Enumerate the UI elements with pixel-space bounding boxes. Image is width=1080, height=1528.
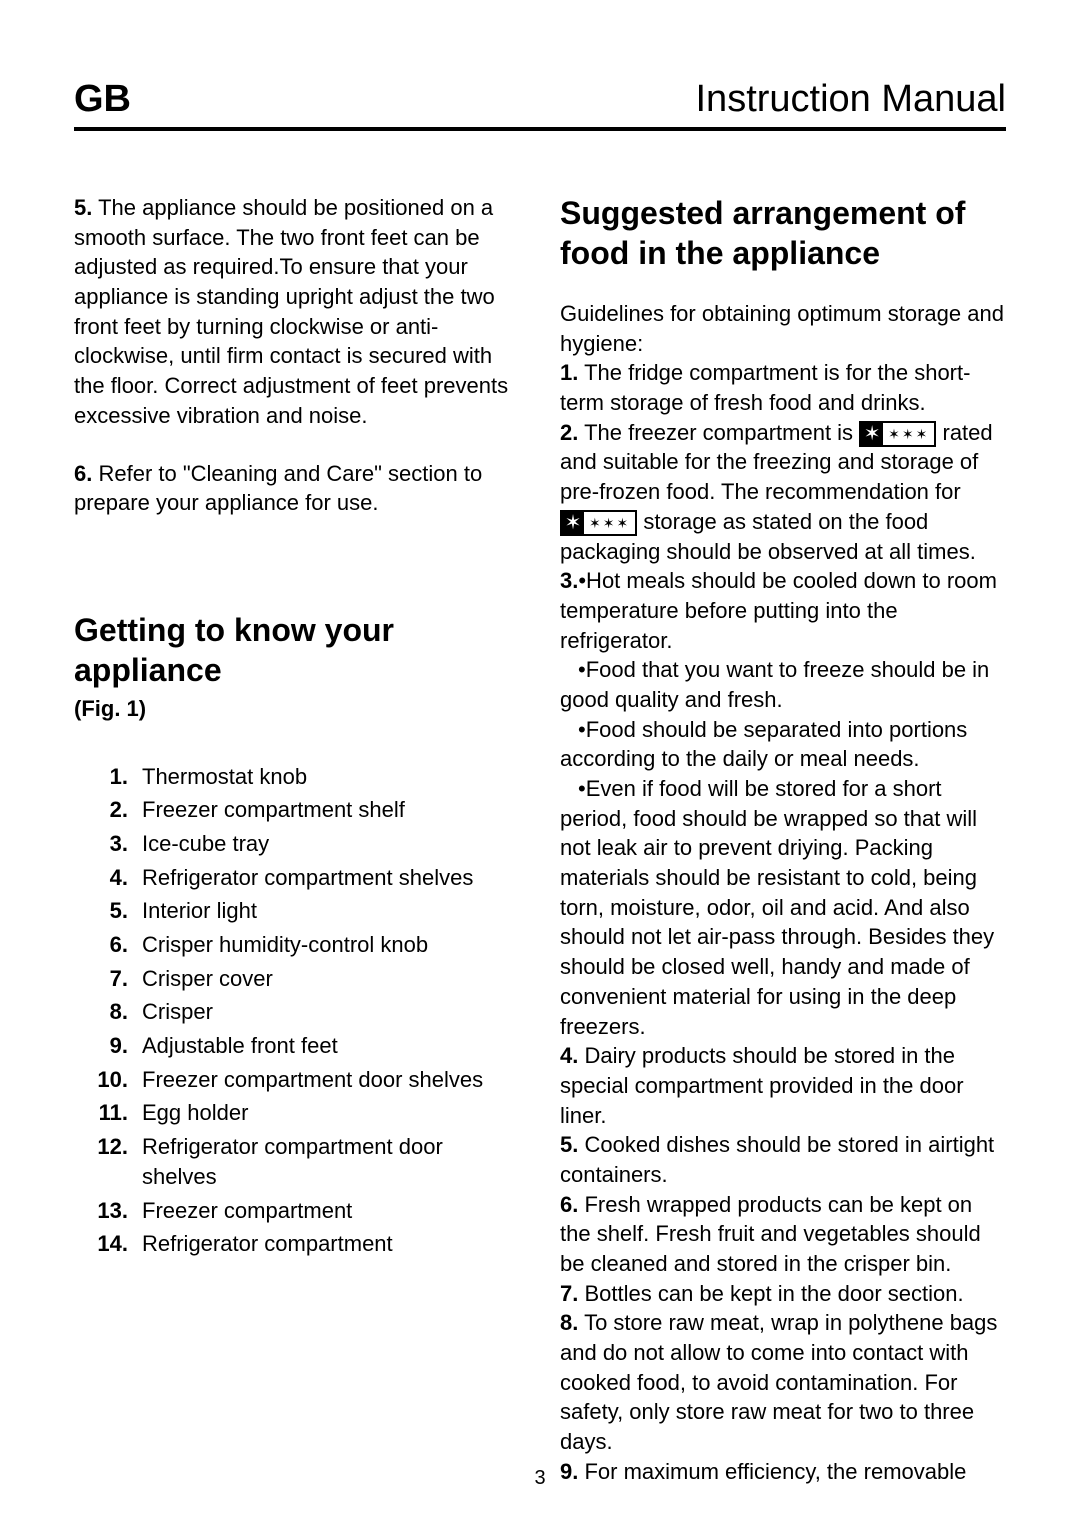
star-big-icon: ✶ [861, 423, 883, 445]
item-number: 12. [94, 1132, 128, 1191]
item-text: Crisper [142, 997, 213, 1027]
guidelines-intro: Guidelines for obtaining optimum storage… [560, 299, 1006, 358]
guideline-3d: •Even if food will be stored for a short… [560, 774, 1006, 1041]
para-number: 7. [560, 1281, 578, 1306]
para-number: 2. [560, 420, 578, 445]
paragraph-5: 5. The appliance should be positioned on… [74, 193, 520, 431]
page-container: GB Instruction Manual 5. The appliance s… [0, 0, 1080, 1487]
para-number: 1. [560, 360, 578, 385]
list-item: 4. Refrigerator compartment shelves [94, 863, 520, 893]
item-text: Crisper cover [142, 964, 273, 994]
item-number: 11. [94, 1098, 128, 1128]
list-item: 3. Ice-cube tray [94, 829, 520, 859]
para-text: Refer to "Cleaning and Care" section to … [74, 461, 482, 516]
para-text: Dairy products should be stored in the s… [560, 1043, 964, 1127]
item-text: Refrigerator compartment [142, 1229, 393, 1259]
item-number: 7. [94, 964, 128, 994]
para-number: 6. [74, 461, 92, 486]
guideline-3c: •Food should be separated into portions … [560, 715, 1006, 774]
item-text: Crisper humidity-control knob [142, 930, 428, 960]
para-text: Fresh wrapped products can be kept on th… [560, 1192, 981, 1276]
item-number: 13. [94, 1196, 128, 1226]
header-title: Instruction Manual [696, 78, 1007, 121]
page-header: GB Instruction Manual [74, 78, 1006, 131]
item-number: 8. [94, 997, 128, 1027]
star-small-icon: ✶✶✶ [883, 423, 934, 445]
item-text: Ice-cube tray [142, 829, 269, 859]
guideline-2: 2. The freezer compartment is ✶✶✶✶ rated… [560, 418, 1006, 566]
item-text: Thermostat knob [142, 762, 307, 792]
guideline-7: 7. Bottles can be kept in the door secti… [560, 1279, 1006, 1309]
guideline-6: 6. Fresh wrapped products can be kept on… [560, 1190, 1006, 1279]
parts-list: 1. Thermostat knob 2. Freezer compartment … [74, 762, 520, 1259]
para-number: 4. [560, 1043, 578, 1068]
item-text: Freezer compartment shelf [142, 795, 405, 825]
list-item: 10. Freezer compartment door shelves [94, 1065, 520, 1095]
list-item: 5. Interior light [94, 896, 520, 926]
item-number: 2. [94, 795, 128, 825]
item-text: Freezer compartment door shelves [142, 1065, 483, 1095]
item-text: Egg holder [142, 1098, 248, 1128]
content-columns: 5. The appliance should be positioned on… [74, 193, 1006, 1487]
list-item: 13. Freezer compartment [94, 1196, 520, 1226]
para-number: 8. [560, 1310, 578, 1335]
star-small-icon: ✶✶✶ [584, 512, 635, 534]
para-text: The appliance should be positioned on a … [74, 195, 508, 428]
item-number: 9. [94, 1031, 128, 1061]
guideline-1: 1. The fridge compartment is for the sho… [560, 358, 1006, 417]
section-title-getting-to-know: Getting to know your appliance [74, 610, 520, 690]
list-item: 11. Egg holder [94, 1098, 520, 1128]
paragraph-6: 6. Refer to "Cleaning and Care" section … [74, 459, 520, 518]
guideline-4: 4. Dairy products should be stored in th… [560, 1041, 1006, 1130]
list-item: 8. Crisper [94, 997, 520, 1027]
guideline-5: 5. Cooked dishes should be stored in air… [560, 1130, 1006, 1189]
star-rating-icon: ✶✶✶✶ [859, 421, 936, 447]
item-text: Interior light [142, 896, 257, 926]
item-number: 6. [94, 930, 128, 960]
guideline-8: 8. To store raw meat, wrap in polythene … [560, 1308, 1006, 1456]
figure-reference: (Fig. 1) [74, 694, 520, 724]
item-number: 3. [94, 829, 128, 859]
bullet-c: •Food should be separated into portions … [560, 717, 967, 772]
star-big-icon: ✶ [562, 512, 584, 534]
page-number: 3 [0, 1467, 1080, 1490]
star-rating-icon: ✶✶✶✶ [560, 510, 637, 536]
right-column: Suggested arrangement of food in the app… [560, 193, 1006, 1487]
para-text-a: The freezer compartment is [578, 420, 859, 445]
para-number: 6. [560, 1192, 578, 1217]
item-number: 5. [94, 896, 128, 926]
bullet-d: •Even if food will be stored for a short… [560, 776, 994, 1039]
bullet-a: •Hot meals should be cooled down to room… [560, 568, 997, 652]
item-text: Freezer compartment [142, 1196, 352, 1226]
list-item: 12. Refrigerator compartment door shelves [94, 1132, 520, 1191]
list-item: 1. Thermostat knob [94, 762, 520, 792]
left-column: 5. The appliance should be positioned on… [74, 193, 520, 1487]
header-region: GB [74, 78, 131, 121]
guideline-3b: •Food that you want to freeze should be … [560, 655, 1006, 714]
para-number: 5. [560, 1132, 578, 1157]
list-item: 14. Refrigerator compartment [94, 1229, 520, 1259]
bullet-b: •Food that you want to freeze should be … [560, 657, 989, 712]
item-number: 10. [94, 1065, 128, 1095]
list-item: 7. Crisper cover [94, 964, 520, 994]
para-text: Bottles can be kept in the door section. [578, 1281, 963, 1306]
item-text: Refrigerator compartment door shelves [142, 1132, 520, 1191]
para-text: Cooked dishes should be stored in airtig… [560, 1132, 994, 1187]
list-item: 2. Freezer compartment shelf [94, 795, 520, 825]
list-item: 6. Crisper humidity-control knob [94, 930, 520, 960]
item-number: 14. [94, 1229, 128, 1259]
item-number: 1. [94, 762, 128, 792]
para-text: The fridge compartment is for the short-… [560, 360, 970, 415]
guideline-3: 3.•Hot meals should be cooled down to ro… [560, 566, 1006, 655]
para-number: 5. [74, 195, 92, 220]
para-number: 3. [560, 568, 578, 593]
item-number: 4. [94, 863, 128, 893]
section-title-suggested-arrangement: Suggested arrangement of food in the app… [560, 193, 1006, 273]
para-text: To store raw meat, wrap in polythene bag… [560, 1310, 997, 1454]
item-text: Adjustable front feet [142, 1031, 338, 1061]
item-text: Refrigerator compartment shelves [142, 863, 473, 893]
list-item: 9. Adjustable front feet [94, 1031, 520, 1061]
